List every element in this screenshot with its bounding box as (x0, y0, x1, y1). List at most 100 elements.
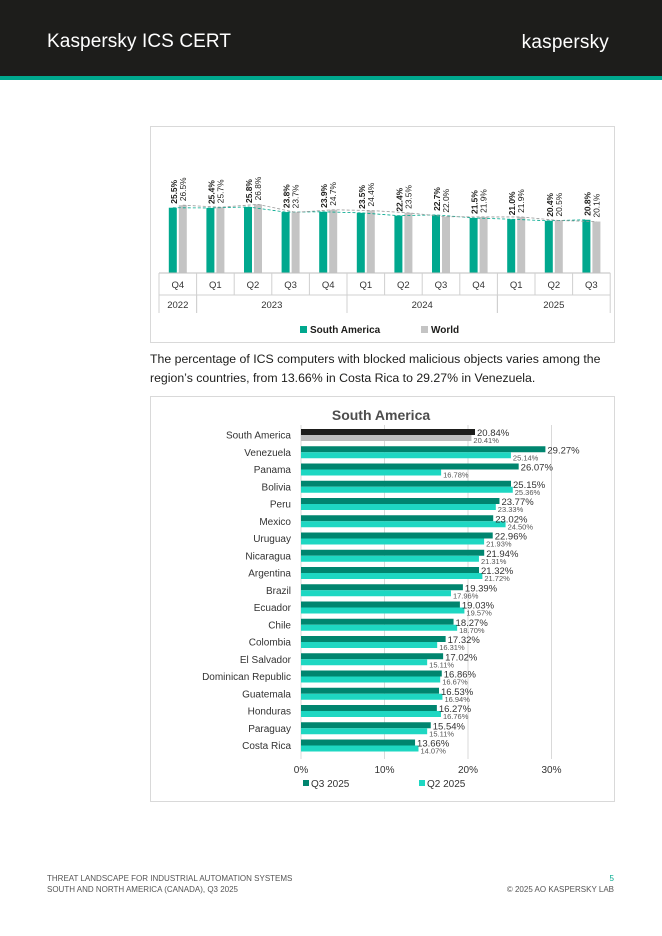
year-tick-label: 2023 (261, 300, 282, 311)
bar-q2-2025 (301, 555, 479, 562)
category-label: Nicaragua (245, 551, 291, 562)
bar-q3-2025 (301, 567, 480, 573)
category-label: Argentina (248, 569, 291, 580)
bar-world (554, 220, 563, 273)
bar-q2-2025 (301, 573, 483, 579)
bar-q3-2025 (301, 601, 460, 608)
bar-south-america (168, 207, 177, 273)
header-title: Kaspersky ICS CERT (47, 31, 232, 52)
category-label: Brazil (266, 586, 291, 597)
label-q2-2025: 18.70% (459, 626, 485, 635)
bar-south-america (244, 206, 252, 273)
bar-q3-2025 (301, 446, 546, 453)
category-label: Bolivia (262, 482, 292, 493)
category-label: Peru (270, 500, 291, 511)
bar-world (254, 204, 262, 273)
label-q2-2025: 16.76% (443, 712, 469, 721)
quarter-tick-label: Q2 (247, 280, 260, 291)
legend-swatch-q2-2025 (419, 780, 425, 786)
label-q3-2025: 25.15% (513, 480, 546, 491)
year-tick-label: 2022 (167, 300, 188, 311)
bar-south-america (356, 212, 365, 273)
label-q3-2025: 20.84% (477, 428, 510, 439)
bar-south-america (469, 217, 478, 273)
bar-q2-2025 (301, 624, 458, 631)
bar-q3-2025 (301, 618, 454, 625)
label-world: 24.7% (328, 181, 338, 205)
label-q2-2025: 16.94% (444, 695, 470, 704)
label-q3-2025: 16.86% (444, 670, 477, 681)
header-accent-bar (0, 76, 662, 80)
bar-world (178, 205, 187, 273)
category-label: Mexico (259, 517, 291, 528)
label-south-america: 21.0% (507, 191, 517, 215)
label-q3-2025: 17.02% (445, 652, 478, 663)
bar-q2-2025 (301, 538, 485, 545)
label-q3-2025: 22.96% (495, 532, 528, 543)
label-q2-2025: 15.11% (429, 660, 454, 669)
legend-swatch-q3-2025 (303, 780, 309, 786)
country-chart-panel: South America 0% 10% 20% 30% South America 20.… (150, 396, 615, 802)
bar-q2-2025 (301, 711, 441, 717)
legend-label-q2-2025: Q2 2025 (427, 779, 466, 790)
bar-q3-2025 (301, 429, 476, 435)
label-world: 21.9% (516, 189, 526, 213)
bar-q3-2025 (301, 515, 494, 522)
quarter-tick-label: Q4 (322, 280, 335, 291)
bar-south-america (432, 214, 440, 273)
quarter-tick-label: Q2 (547, 280, 560, 291)
label-q3-2025: 23.77% (501, 497, 534, 508)
x-tick-label: 0% (294, 765, 309, 776)
bar-south-america (507, 219, 516, 273)
category-label: Dominican Republic (202, 672, 291, 683)
bar-q3-2025 (301, 498, 500, 504)
label-q2-2025: 20.41% (473, 436, 499, 445)
label-q3-2025: 21.94% (486, 549, 519, 560)
label-q2-2025: 25.36% (515, 488, 541, 497)
category-label: El Salvador (240, 655, 292, 666)
bar-world (291, 212, 300, 273)
label-q3-2025: 29.27% (547, 445, 580, 456)
label-q3-2025: 23.02% (495, 514, 528, 525)
category-label: Guatemala (242, 689, 291, 700)
label-world: 25.7% (215, 179, 225, 203)
label-world: 26.8% (253, 176, 263, 200)
label-q3-2025: 13.66% (417, 739, 450, 750)
trend-line-south-america (172, 206, 587, 222)
footer-left: THREAT LANDSCAPE FOR INDUSTRIAL AUTOMATI… (47, 873, 292, 895)
bar-world (592, 221, 601, 273)
label-world: 21.9% (479, 189, 489, 213)
bar-q2-2025 (301, 521, 506, 528)
bar-south-america (582, 219, 591, 273)
quarter-tick-label: Q3 (284, 280, 297, 291)
quarter-tick-label: Q1 (359, 280, 372, 291)
page-header: Kaspersky ICS CERT kaspersky (0, 0, 662, 76)
footer-right: 5 © 2025 AO KASPERSKY LAB (507, 873, 614, 895)
label-south-america: 23.9% (319, 184, 329, 208)
category-label: Venezuela (244, 448, 291, 459)
year-tick-label: 2025 (543, 300, 564, 311)
bar-q2-2025 (301, 659, 428, 666)
label-world: 24.4% (366, 182, 376, 206)
bar-q2-2025 (301, 590, 451, 597)
trend-line-world (182, 203, 597, 222)
quarter-tick-label: Q4 (472, 280, 485, 291)
bar-q3-2025 (301, 653, 444, 660)
label-q3-2025: 16.53% (441, 687, 474, 698)
bar-q3-2025 (301, 705, 437, 711)
label-q2-2025: 25.14% (513, 453, 539, 462)
bar-south-america (206, 207, 215, 273)
label-q2-2025: 19.57% (466, 609, 492, 618)
legend-swatch-south-america (300, 326, 307, 333)
label-world: 20.1% (591, 193, 601, 217)
category-label: Honduras (248, 707, 291, 718)
label-q2-2025: 15.11% (429, 729, 454, 738)
label-q2-2025: 21.93% (486, 540, 512, 549)
bar-south-america (544, 220, 553, 273)
label-q2-2025: 16.78% (443, 471, 469, 480)
legend-label-south-america: South America (310, 325, 381, 336)
label-south-america: 25.4% (206, 180, 216, 204)
x-tick-label: 10% (374, 765, 394, 776)
category-label: Panama (254, 465, 292, 476)
country-chart: South America 0% 10% 20% 30% South America 20.… (202, 407, 580, 790)
